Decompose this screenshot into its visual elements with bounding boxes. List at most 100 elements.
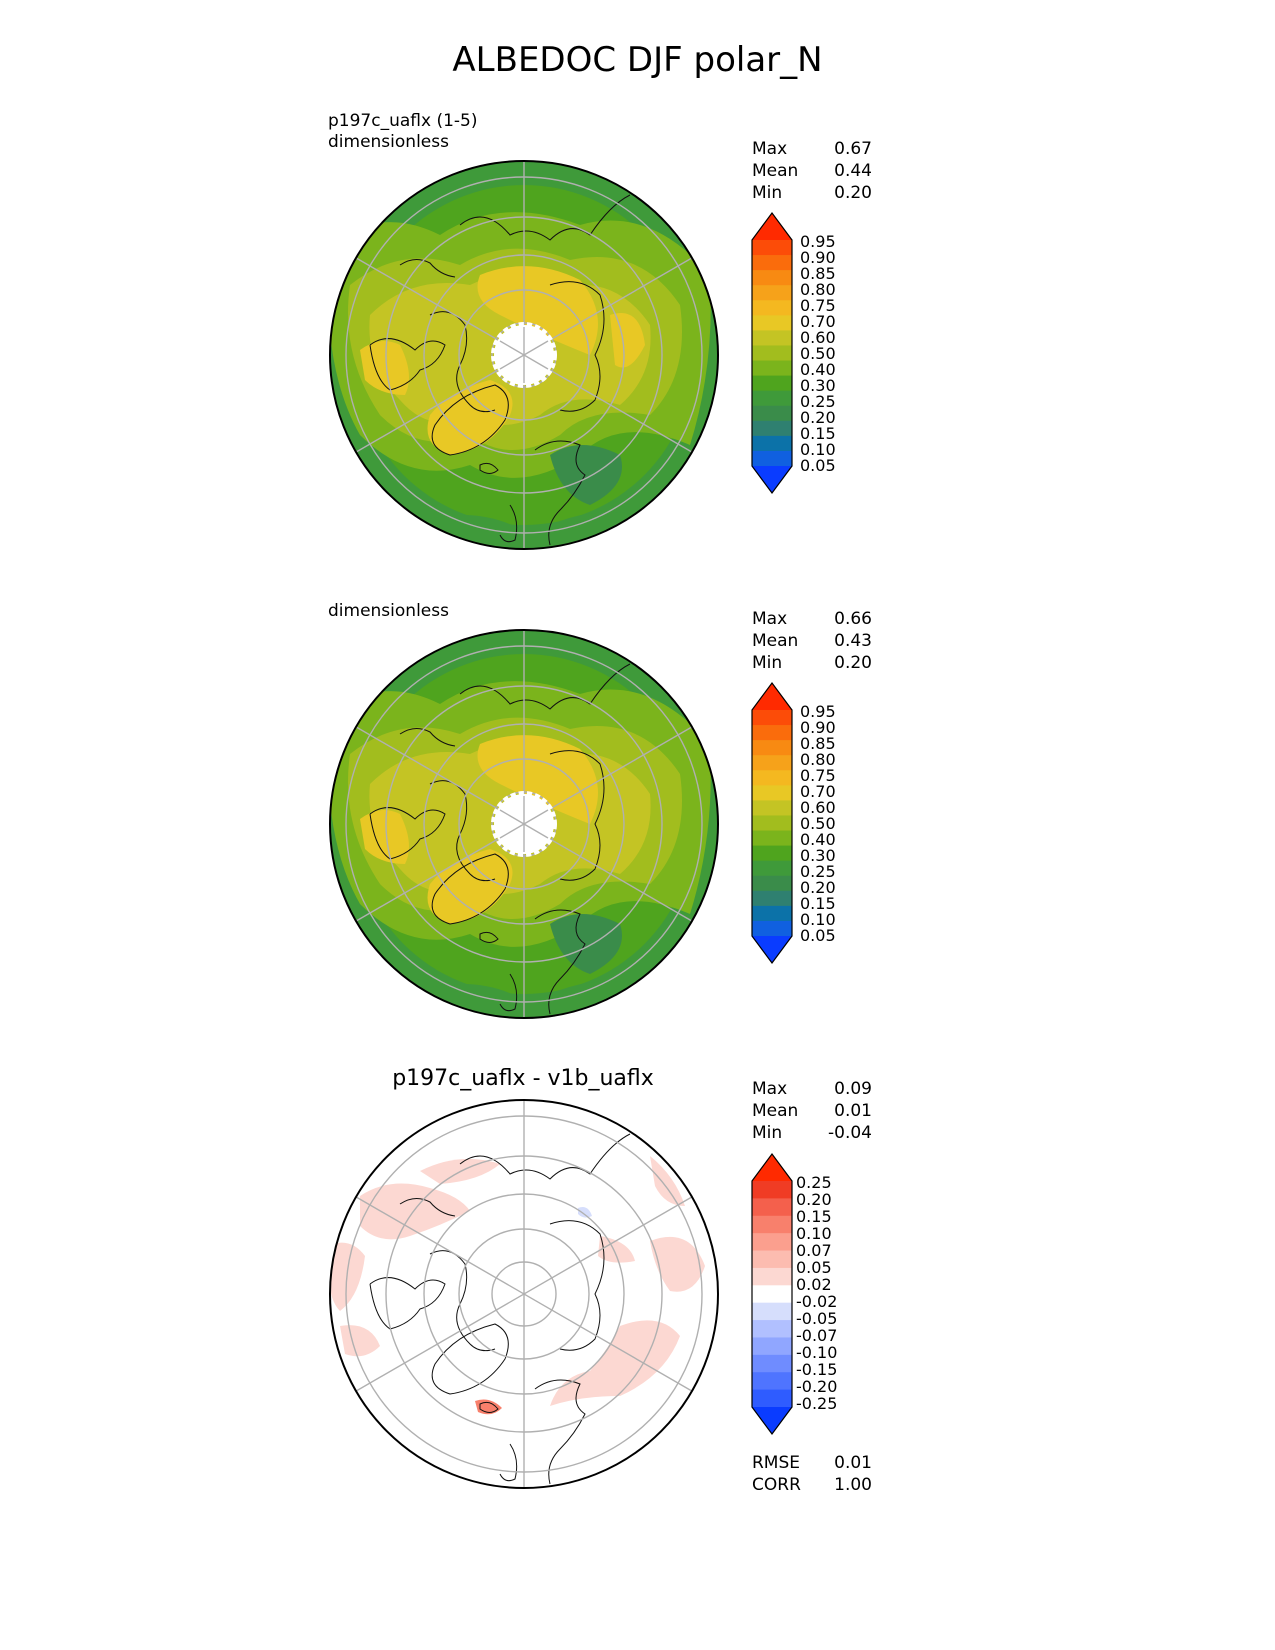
colorbar-segment — [752, 860, 792, 877]
colorbar-extend-min — [752, 1407, 792, 1434]
panel3-polar-map — [329, 1099, 719, 1489]
map-border — [329, 629, 719, 1019]
stat-key: CORR — [752, 1475, 801, 1495]
panel2-polar-map — [329, 629, 719, 1019]
stat-value: 0.44 — [834, 161, 872, 181]
colorbar-segment — [752, 800, 792, 817]
stat-key: Min — [752, 1123, 783, 1143]
colorbar-segment — [752, 725, 792, 741]
stat-key: Mean — [752, 631, 799, 651]
panel1-units: dimensionless — [328, 132, 449, 152]
arctic-high — [477, 266, 598, 355]
colorbar-segment — [752, 240, 792, 256]
map-border — [329, 160, 719, 550]
stat-value: 0.20 — [834, 653, 872, 673]
colorbar-tick: 0.70 — [800, 782, 836, 801]
colorbar-tick: 0.95 — [800, 702, 836, 721]
siberia-high — [610, 313, 645, 368]
colorbar-tick: -0.15 — [796, 1360, 838, 1379]
stat-key: Mean — [752, 161, 799, 181]
colorbar-tick: 0.07 — [796, 1241, 832, 1260]
colorbar-tick: 0.05 — [800, 926, 836, 945]
colorbar-extend-min — [752, 936, 792, 963]
colorbar-tick: 0.02 — [796, 1275, 832, 1294]
arctic-high — [477, 735, 598, 824]
stat-key: Min — [752, 183, 783, 203]
colorbar-segment — [752, 1285, 792, 1304]
colorbar-segment — [752, 1337, 792, 1356]
colorbar-segment — [752, 755, 792, 771]
colorbar-segment — [752, 255, 792, 271]
colorbar-segment — [752, 920, 792, 937]
colorbar-tick: 0.85 — [800, 264, 836, 283]
colorbar-tick: 0.95 — [800, 232, 836, 251]
colorbar-tick: 0.20 — [800, 878, 836, 897]
colorbar-tick: 0.20 — [800, 408, 836, 427]
colorbar-outline — [751, 211, 793, 495]
stat-key: Min — [752, 653, 783, 673]
colorbar-segment — [752, 435, 792, 452]
colorbar-segment — [752, 770, 792, 786]
colorbar-tick: 0.90 — [800, 248, 836, 267]
panel1-polar-map — [329, 160, 719, 550]
colorbar-tick: 0.20 — [796, 1190, 832, 1209]
colorbar-segment — [752, 1389, 792, 1408]
colorbar-segment — [752, 360, 792, 377]
colorbar-tick: 0.40 — [800, 360, 836, 379]
colorbar-segment — [752, 740, 792, 756]
colorbar-segment — [752, 1267, 792, 1286]
colorbar-tick: 0.60 — [800, 328, 836, 347]
colorbar-tick: -0.25 — [796, 1394, 838, 1413]
colorbar-segment — [752, 1233, 792, 1252]
colorbar-outline — [751, 1152, 793, 1436]
colorbar-tick: 0.80 — [800, 280, 836, 299]
stat-value: 0.66 — [834, 609, 872, 629]
colorbar-tick: 0.15 — [796, 1207, 832, 1226]
panel3-colorbar — [751, 1152, 793, 1436]
colorbar-segment — [752, 330, 792, 347]
colorbar-tick: 0.05 — [800, 456, 836, 475]
colorbar-tick: 0.25 — [800, 862, 836, 881]
atlantic-low — [380, 981, 670, 1018]
stat-value: 0.20 — [834, 183, 872, 203]
stat-value: 0.43 — [834, 631, 872, 651]
panel1-colorbar — [751, 211, 793, 495]
colorbar-tick: 0.75 — [800, 296, 836, 315]
colorbar-segment — [752, 315, 792, 331]
colorbar-segment — [752, 1215, 792, 1234]
coastlines — [369, 194, 631, 546]
alaska-high — [360, 810, 409, 864]
panel1-colorbar-ticks: 0.95 0.90 0.85 0.80 0.75 0.70 0.60 0.50 … — [800, 212, 860, 494]
stat-key: Mean — [752, 1101, 799, 1121]
colorbar-tick: 0.15 — [800, 424, 836, 443]
colorbar-segment — [752, 1250, 792, 1269]
panel3-title: p197c_uaflx - v1b_uaflx — [392, 1066, 654, 1091]
colorbar-tick: -0.20 — [796, 1377, 838, 1396]
panel2-stats: Max 0.66 Mean 0.43 Min 0.20 — [752, 608, 872, 674]
colorbar-tick: -0.05 — [796, 1309, 838, 1328]
colorbar-tick: -0.07 — [796, 1326, 838, 1345]
figure-title: ALBEDOC DJF polar_N — [452, 40, 823, 80]
colorbar-tick: 0.50 — [800, 814, 836, 833]
map-border — [329, 1099, 719, 1489]
panel2-colorbar — [751, 681, 793, 965]
colorbar-segment — [752, 815, 792, 832]
colorbar-outline — [751, 681, 793, 965]
colorbar-tick: 0.05 — [796, 1258, 832, 1277]
colorbar-segment — [752, 890, 792, 907]
colorbar-tick: 0.10 — [796, 1224, 832, 1243]
stat-value: 1.00 — [834, 1475, 872, 1495]
europe-mid — [550, 914, 622, 974]
colorbar-tick: 0.10 — [800, 910, 836, 929]
colorbar-segment — [752, 1198, 792, 1217]
colorbar-tick: 0.10 — [800, 440, 836, 459]
stat-key: Max — [752, 1079, 788, 1099]
colorbar-segment — [752, 875, 792, 892]
colorbar-segment — [752, 390, 792, 407]
stat-value: 0.01 — [834, 1453, 872, 1473]
colorbar-tick: 0.80 — [800, 750, 836, 769]
pole-lines — [499, 327, 549, 383]
stat-value: 0.09 — [834, 1079, 872, 1099]
colorbar-tick: -0.10 — [796, 1343, 838, 1362]
negative-patch — [578, 1207, 592, 1218]
